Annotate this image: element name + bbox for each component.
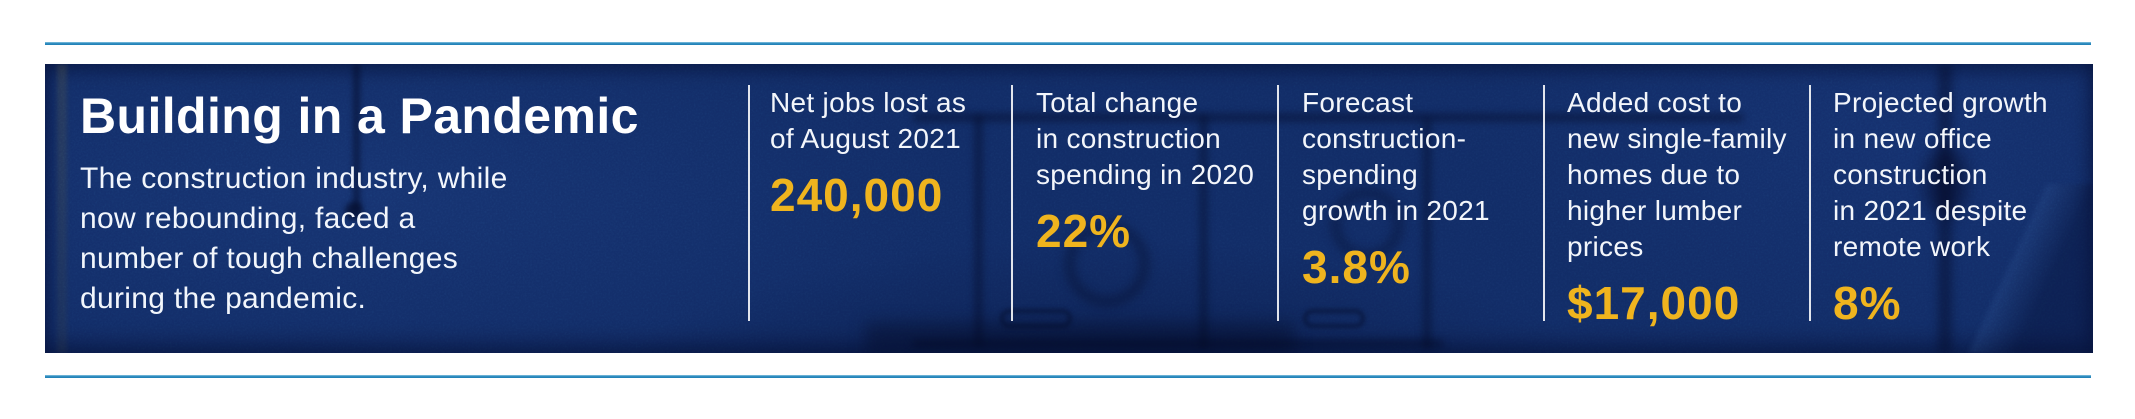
column-divider [1543, 85, 1545, 321]
stat-label: Projected growth in new office construct… [1833, 87, 2048, 262]
stat-label: Total change in construction spending in… [1036, 87, 1255, 190]
stat-value: 8% [1833, 277, 1902, 329]
stat-column-jobs-lost: Net jobs lost as of August 2021 240,000 [770, 85, 996, 221]
column-divider [1011, 85, 1013, 321]
top-rule-line [45, 42, 2091, 45]
stat-column-spending-growth: Forecast construction- spending growth i… [1302, 85, 1530, 293]
stat-column-spending-change: Total change in construction spending in… [1036, 85, 1264, 257]
texture-grain [45, 64, 2093, 353]
stat-column-lumber-cost: Added cost to new single-family homes du… [1567, 85, 1797, 329]
stat-label: Added cost to new single-family homes du… [1567, 87, 1787, 262]
stat-label: Net jobs lost as of August 2021 [770, 87, 967, 154]
blueprint-panel: Building in a Pandemic The construction … [45, 64, 2093, 353]
column-divider [1809, 85, 1811, 321]
page-title: Building in a Pandemic [80, 88, 639, 144]
column-divider [1277, 85, 1279, 321]
stat-value: $17,000 [1567, 277, 1741, 329]
column-divider [748, 85, 750, 321]
intro-block: Building in a Pandemic The construction … [80, 87, 720, 319]
page-subtitle: The construction industry, while now reb… [80, 162, 508, 315]
stat-value: 22% [1036, 205, 1132, 257]
stat-column-office-growth: Projected growth in new office construct… [1833, 85, 2085, 329]
stat-value: 3.8% [1302, 241, 1411, 293]
bottom-rule-line [45, 375, 2091, 378]
stat-value: 240,000 [770, 169, 944, 221]
stat-label: Forecast construction- spending growth i… [1302, 87, 1490, 226]
